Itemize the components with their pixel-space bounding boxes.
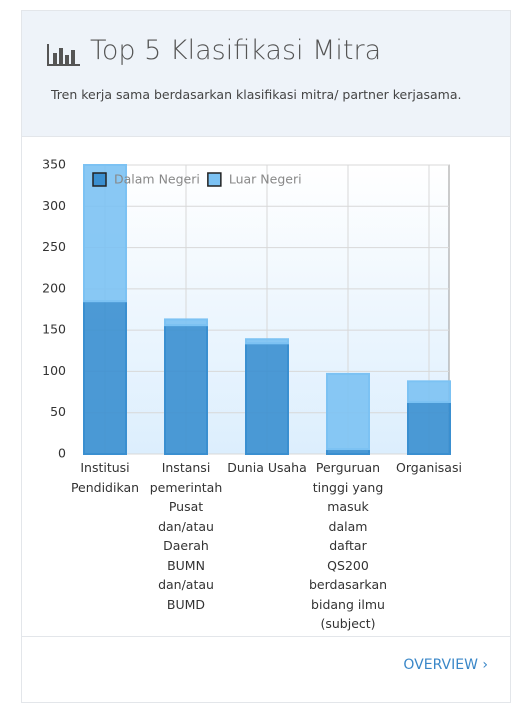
overview-link[interactable]: OVERVIEW › — [403, 657, 488, 673]
bar-segment — [326, 372, 370, 451]
legend-swatch — [92, 172, 107, 187]
x-tick-label: Organisasi — [396, 460, 462, 475]
bar-segment — [245, 342, 289, 455]
y-tick-label: 350 — [42, 157, 66, 172]
y-tick-label: 100 — [42, 363, 66, 378]
legend-label: Luar Negeri — [229, 172, 302, 187]
bar-segment — [407, 380, 451, 403]
bar-segment — [164, 318, 208, 327]
card-footer — [22, 636, 510, 637]
x-tick-label: Institusi Pendidikan — [70, 460, 140, 495]
y-tick-label: 150 — [42, 322, 66, 337]
bar-segment — [407, 400, 451, 456]
x-tick-label: Dunia Usaha — [227, 460, 307, 475]
bar-segment — [164, 324, 208, 455]
y-tick-label: 250 — [42, 239, 66, 254]
y-tick-label: 0 — [58, 446, 66, 461]
legend-swatch — [207, 172, 222, 187]
card-header: Top 5 Klasifikasi Mitra Tren kerja sama … — [22, 11, 510, 137]
bar-segment — [83, 300, 127, 455]
card: Top 5 Klasifikasi Mitra Tren kerja sama … — [21, 10, 511, 703]
y-tick-label: 200 — [42, 280, 66, 295]
bar-segment — [83, 164, 127, 303]
y-tick-label: 50 — [50, 404, 66, 419]
x-tick-label: Instansi pemerintah Pusat dan/atau Daera… — [149, 460, 223, 612]
card-title: Top 5 Klasifikasi Mitra — [90, 35, 382, 66]
y-tick-label: 300 — [42, 198, 66, 213]
legend-label: Dalam Negeri — [114, 172, 200, 187]
bar-segment — [245, 338, 289, 345]
chart-icon — [47, 44, 80, 66]
card-subtitle: Tren kerja sama berdasarkan klasifikasi … — [51, 87, 462, 102]
x-tick-label: Perguruan tinggi yang masuk dalam daftar… — [308, 460, 388, 631]
